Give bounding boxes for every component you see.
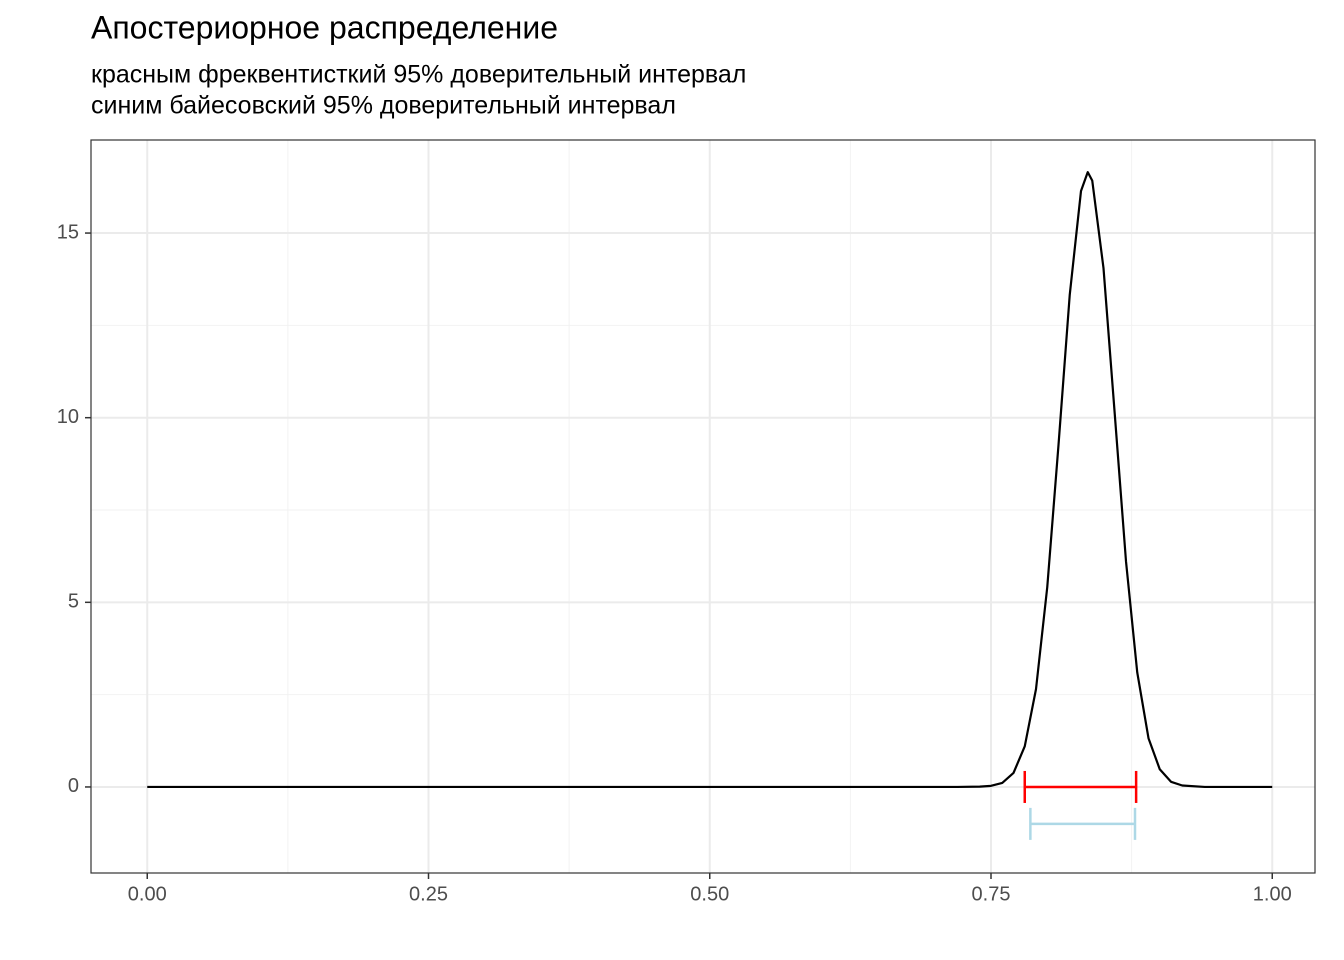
chart-subtitle: синим байесовский 95% доверительный инте…	[91, 92, 676, 120]
density-line	[147, 171, 1273, 789]
interval	[1029, 807, 1137, 840]
x-tick-label: 0.75	[972, 883, 1011, 905]
y-tick-label: 0	[68, 775, 79, 797]
interval	[1023, 770, 1138, 803]
x-tick-label: 0.00	[128, 883, 167, 905]
x-tick-label: 1.00	[1253, 883, 1292, 905]
panel-border	[90, 139, 1316, 874]
x-tick-label: 0.50	[690, 883, 729, 905]
y-tick-label: 5	[68, 591, 79, 613]
x-tick-label: 0.25	[409, 883, 448, 905]
chart-title: Апостериорное распределение	[91, 9, 558, 45]
chart-subtitle: красным фреквентисткий 95% доверительный…	[91, 61, 746, 89]
y-tick-label: 15	[57, 221, 79, 243]
y-tick-label: 10	[57, 406, 79, 428]
